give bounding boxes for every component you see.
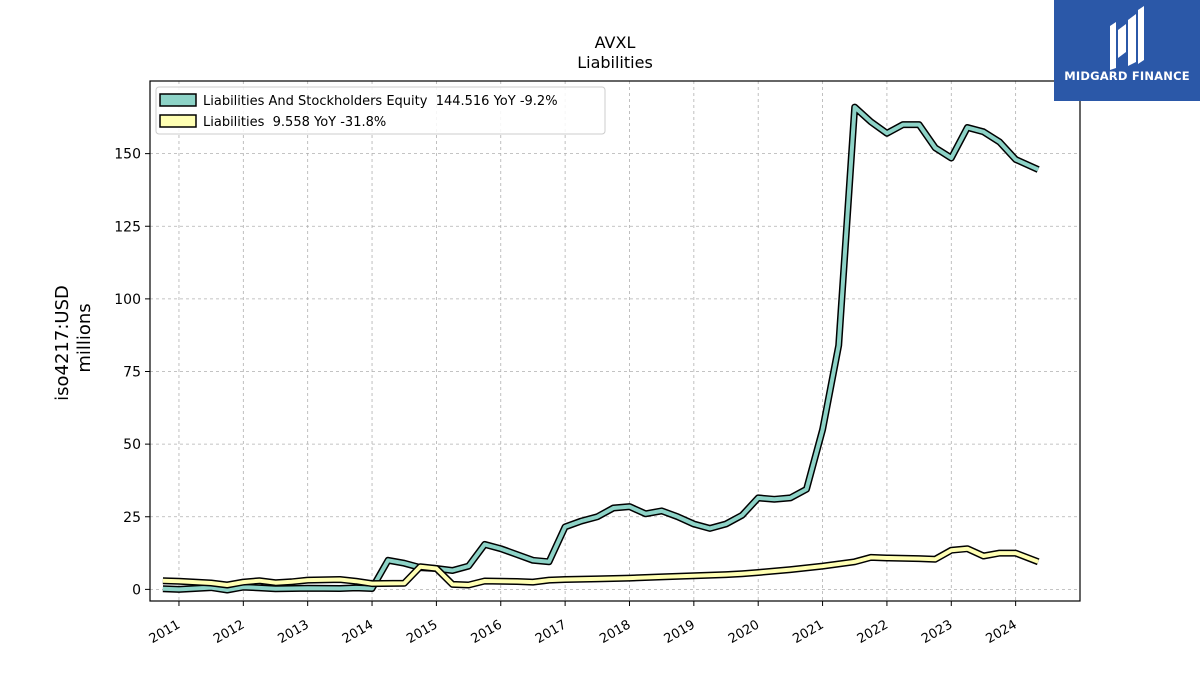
series-outline-0 bbox=[162, 103, 1040, 594]
legend-swatch-liabilities bbox=[159, 114, 197, 128]
y-tick-label: 25 bbox=[123, 510, 141, 526]
legend: Liabilities And Stockholders Equity 144.… bbox=[155, 86, 606, 135]
legend-label-equity: Liabilities And Stockholders Equity 144.… bbox=[203, 94, 558, 109]
x-tick-label: 2013 bbox=[276, 617, 312, 647]
series-line-1 bbox=[162, 546, 1039, 587]
y-axis-label-units: iso4217:USD bbox=[52, 285, 73, 401]
series-layer bbox=[162, 103, 1040, 594]
y-tick-label: 100 bbox=[114, 292, 141, 308]
y-tick-label: 125 bbox=[114, 219, 141, 235]
y-axis-label-scale: millions bbox=[74, 303, 95, 372]
chart-subtitle: Liabilities bbox=[577, 53, 653, 72]
brand-logo: MIDGARD FINANCE bbox=[1054, 0, 1200, 101]
legend-swatch-equity bbox=[159, 93, 197, 107]
y-tick-label: 50 bbox=[123, 437, 141, 453]
x-tick-label: 2016 bbox=[469, 617, 505, 647]
x-tick-label: 2023 bbox=[919, 617, 955, 647]
x-tick-label: 2021 bbox=[790, 617, 826, 647]
x-tick-label: 2012 bbox=[211, 617, 247, 647]
chart-title: AVXL bbox=[595, 33, 636, 52]
x-tick-label: 2018 bbox=[597, 617, 633, 647]
y-tick-label: 75 bbox=[123, 365, 141, 381]
plot-frame bbox=[149, 80, 1081, 602]
grid-lines bbox=[150, 81, 1080, 601]
x-tick-label: 2024 bbox=[983, 617, 1019, 647]
y-tick-label: 0 bbox=[132, 582, 141, 598]
x-axis-ticks: 2011 2012 2013 2014 2015 2016 2017 2018 2019 2020… bbox=[147, 601, 1020, 647]
x-tick-label: 2022 bbox=[855, 617, 891, 647]
legend-box bbox=[155, 86, 606, 135]
series-line-0 bbox=[162, 105, 1040, 592]
x-tick-label: 2019 bbox=[662, 617, 698, 647]
x-tick-label: 2017 bbox=[533, 617, 569, 647]
x-tick-label: 2011 bbox=[147, 617, 183, 647]
y-tick-label: 150 bbox=[114, 147, 141, 163]
x-tick-label: 2020 bbox=[726, 617, 762, 647]
x-tick-label: 2014 bbox=[340, 617, 376, 647]
y-axis-ticks: 0 25 50 75 100 125 150 bbox=[114, 147, 150, 598]
brand-name: MIDGARD FINANCE bbox=[1064, 69, 1190, 83]
legend-label-liabilities: Liabilities 9.558 YoY -31.8% bbox=[203, 115, 386, 130]
x-tick-label: 2015 bbox=[404, 617, 440, 647]
brand-mark-icon bbox=[1110, 6, 1144, 70]
